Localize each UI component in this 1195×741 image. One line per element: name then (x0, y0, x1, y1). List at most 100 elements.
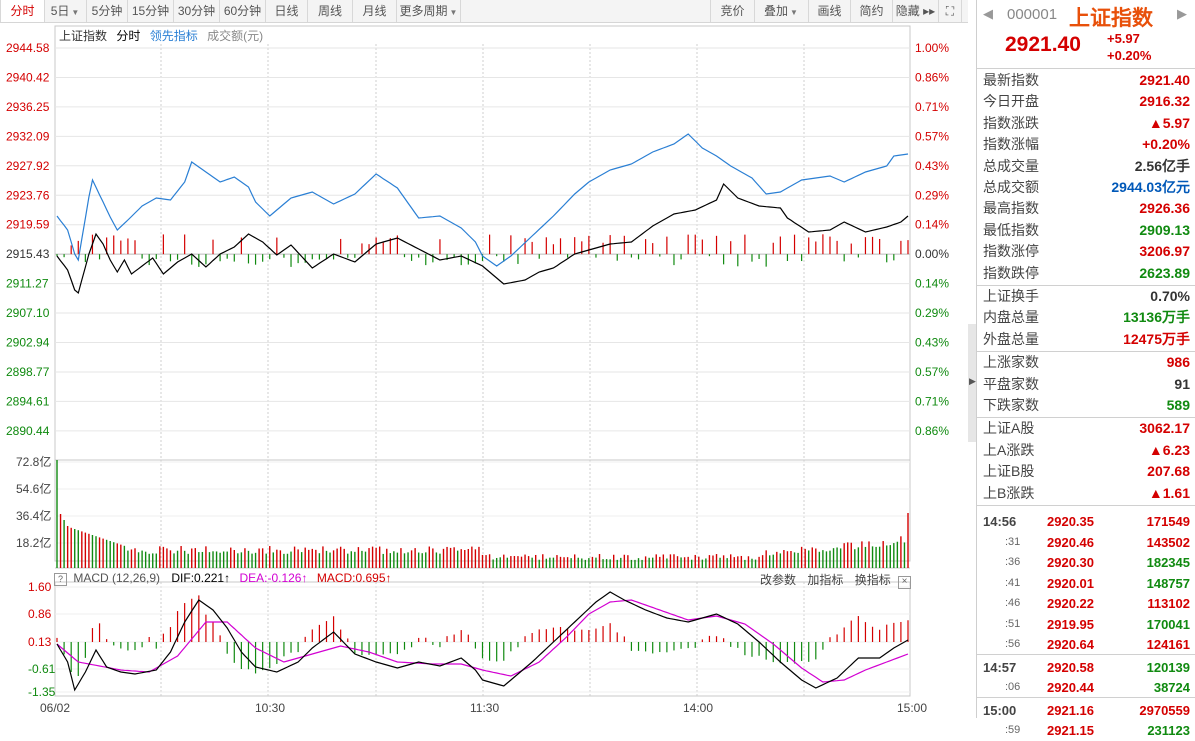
tick-row: 14:56 2920.35 171549 (977, 511, 1195, 532)
price-axis-label: 2894.61 (6, 394, 50, 408)
period-tab-6[interactable]: 日线 (266, 0, 308, 22)
macd-help-icon[interactable]: ? (54, 573, 67, 586)
panel-collapse-handle[interactable]: ▶ (968, 324, 976, 442)
toolbar-right-label: 画线 (817, 4, 842, 18)
tick-row: :31 2920.46 143502 (977, 532, 1195, 553)
tick-price: 2921.15 (1047, 723, 1094, 738)
stat-row: 上证A股 3062.17 (977, 418, 1195, 439)
switch-indicator-button[interactable]: 换指标 (854, 573, 891, 587)
price-change-pct: +0.20% (1107, 48, 1152, 63)
period-tab-4[interactable]: 30分钟 (174, 0, 220, 22)
period-tab-label: 15分钟 (131, 4, 170, 18)
tick-time: :59 (1005, 724, 1021, 736)
stat-label: 最低指数 (983, 221, 1039, 238)
price-axis-label: 2898.77 (6, 365, 50, 379)
toolbar-right-button-4[interactable]: 隐藏 ▸▸ (893, 0, 939, 22)
stat-label: 总成交量 (983, 157, 1039, 174)
toolbar-right-button-3[interactable]: 简约 (851, 0, 893, 22)
chart-area[interactable]: 2944.58 1.00% 2940.42 0.86% 2936.25 0.71% 2932… (0, 22, 968, 718)
fullscreen-icon[interactable]: ⛶ (939, 0, 962, 22)
period-tab-label: 5分钟 (91, 4, 123, 18)
lead-indicator-line (56, 133, 909, 267)
current-price: 2921.40 (1005, 33, 1081, 56)
period-tab-8[interactable]: 月线 (353, 0, 397, 22)
tick-row: :59 2921.15 231123 (977, 720, 1195, 741)
stat-row: 今日开盘 2916.32 (977, 91, 1195, 112)
macd-axis-label: 1.60 (28, 580, 52, 594)
macd-legend: ? MACD (12,26,9) DIF:0.221↑ DEA:-0.126↑ … (54, 571, 392, 586)
toolbar-right-button-1[interactable]: 叠加 ▼ (754, 0, 809, 22)
volume-axis-label: 18.2亿 (16, 535, 51, 550)
tick-volume: 231123 (1147, 723, 1190, 738)
stat-label: 外盘总量 (983, 330, 1039, 347)
macd-value: MACD:0.695↑ (316, 571, 392, 585)
pct-axis-label: 0.29% (915, 306, 949, 320)
tick-price: 2920.35 (1047, 514, 1094, 529)
period-tab-0[interactable]: 分时 (0, 0, 45, 22)
period-tab-7[interactable]: 周线 (308, 0, 353, 22)
stat-row: 总成交量 2.56亿手 (977, 156, 1195, 177)
tick-price: 2920.30 (1047, 555, 1094, 570)
pct-axis-label: 0.86% (915, 424, 949, 438)
close-icon[interactable]: × (898, 576, 912, 589)
divider (977, 351, 1195, 353)
macd-label: MACD (12,26,9) (73, 571, 161, 585)
quote-panel: ◀ 000001 上证指数 ▶ 2921.40 +5.97 +0.20% 最新指… (976, 0, 1195, 738)
tick-row: :46 2920.22 113102 (977, 593, 1195, 614)
stat-row: 最高指数 2926.36 (977, 198, 1195, 219)
next-arrow-icon[interactable]: ▶ (1177, 6, 1187, 21)
tick-volume: 182345 (1146, 555, 1190, 570)
tick-time: 14:56 (983, 514, 1017, 529)
stat-value: 2.56亿手 (1134, 157, 1190, 174)
tick-volume: 170041 (1146, 616, 1190, 632)
tick-price: 2920.46 (1047, 534, 1094, 550)
legend-mode[interactable]: 分时 (116, 29, 141, 43)
toolbar-right-button-0[interactable]: 竞价 (710, 0, 755, 22)
period-tab-1[interactable]: 5日 ▼ (44, 0, 87, 22)
tick-row: :51 2919.95 170041 (977, 614, 1195, 635)
stat-row: 最新指数 2921.40 (977, 70, 1195, 91)
stat-label: 下跌家数 (983, 397, 1039, 413)
period-tab-label: 分时 (10, 4, 35, 18)
toolbar-right-label: 竞价 (720, 4, 745, 18)
prev-arrow-icon[interactable]: ◀ (983, 6, 993, 21)
tick-row: :56 2920.64 124161 (977, 634, 1195, 655)
stat-row: 最低指数 2909.13 (977, 220, 1195, 241)
time-axis-label: 15:00 (897, 701, 927, 715)
macd-dea: DEA:-0.126↑ (239, 571, 308, 585)
macd-axis-label: -0.61 (28, 662, 56, 676)
tick-row: :41 2920.01 148757 (977, 573, 1195, 594)
stat-value: 12475万手 (1123, 330, 1190, 347)
stat-label: 上证B股 (983, 463, 1035, 480)
toolbar-right-button-2[interactable]: 画线 (809, 0, 851, 22)
tick-time: :06 (1005, 681, 1021, 693)
add-indicator-button[interactable]: 加指标 (807, 573, 844, 587)
pct-axis-label: 0.57% (915, 129, 949, 143)
dif-line (56, 591, 909, 692)
tick-price: 2920.58 (1047, 659, 1094, 675)
period-tab-9[interactable]: 更多周期 ▼ (397, 0, 461, 22)
pct-axis-label: 0.43% (915, 159, 949, 173)
toolbar-right-label: 叠加 (764, 4, 789, 18)
stat-label: 上证换手 (983, 288, 1039, 304)
price-axis-label: 2911.27 (6, 277, 49, 291)
legend-lead-indicator[interactable]: 领先指标 (149, 29, 198, 43)
time-axis-label: 06/02 (40, 701, 70, 715)
tick-price: 2919.95 (1047, 616, 1094, 632)
divider (977, 417, 1195, 419)
period-tab-3[interactable]: 15分钟 (128, 0, 174, 22)
tick-time: 14:57 (983, 659, 1017, 675)
change-params-button[interactable]: 改参数 (760, 573, 797, 587)
intraday-chart[interactable]: 2944.58 1.00% 2940.42 0.86% 2936.25 0.71% 2932… (0, 22, 968, 718)
period-tab-2[interactable]: 5分钟 (87, 0, 128, 22)
tick-volume: 38724 (1153, 680, 1190, 695)
period-tab-5[interactable]: 60分钟 (220, 0, 266, 22)
tick-volume: 171549 (1146, 514, 1190, 529)
tick-time: :41 (1005, 576, 1021, 589)
pct-axis-label: 0.71% (915, 100, 949, 114)
stat-label: 最高指数 (983, 200, 1039, 217)
tick-price: 2920.01 (1047, 575, 1094, 591)
pct-axis-label: 0.57% (915, 365, 949, 379)
stat-value: 2623.89 (1139, 264, 1190, 281)
tick-row: :36 2920.30 182345 (977, 552, 1195, 573)
